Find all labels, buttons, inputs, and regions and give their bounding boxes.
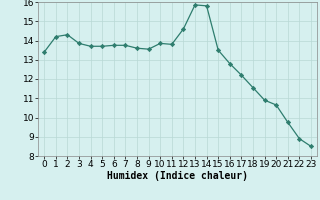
- X-axis label: Humidex (Indice chaleur): Humidex (Indice chaleur): [107, 171, 248, 181]
